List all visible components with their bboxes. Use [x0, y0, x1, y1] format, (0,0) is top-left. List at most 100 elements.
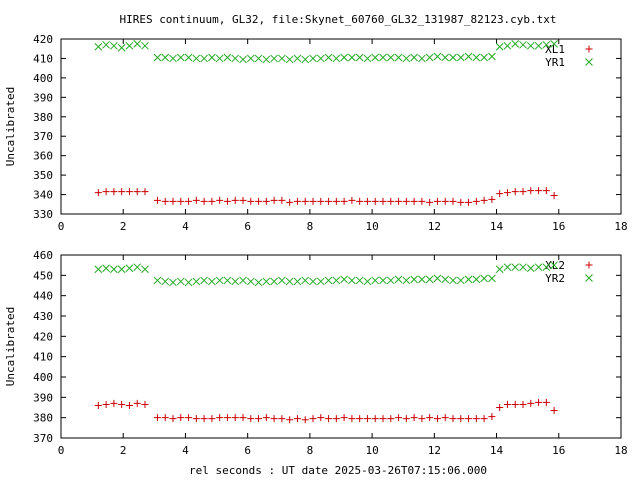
data-point — [254, 54, 263, 63]
data-point — [394, 53, 403, 62]
data-point — [550, 40, 558, 48]
x-tick-label: 4 — [182, 444, 189, 457]
data-point — [387, 197, 395, 205]
series-yr1 — [94, 40, 558, 64]
data-point — [426, 198, 434, 206]
plot-panels: 0 2 4 6 8 10 12 14 16 18 330 340 350 360 370 380 390 400 4… — [4, 33, 628, 457]
chart-title: HIRES continuum, GL32, file:Skynet_60760… — [119, 13, 556, 26]
data-point — [309, 54, 317, 63]
data-point — [433, 415, 441, 423]
data-point — [488, 195, 496, 203]
data-point — [395, 414, 403, 422]
data-point — [534, 263, 543, 272]
legend-label: XL1 — [545, 43, 565, 56]
data-point — [125, 401, 133, 409]
data-point — [133, 263, 142, 272]
y-axis-label: Uncalibrated — [4, 87, 17, 166]
data-point — [117, 265, 126, 274]
data-point — [542, 187, 550, 195]
data-point — [286, 416, 294, 424]
data-point — [356, 415, 364, 423]
data-point — [278, 54, 286, 63]
data-point — [293, 197, 301, 205]
data-point — [519, 188, 527, 196]
data-point — [355, 276, 364, 285]
data-point — [301, 197, 309, 205]
y-tick-label: 340 — [33, 189, 53, 202]
data-point — [278, 276, 286, 285]
data-point — [286, 198, 294, 206]
data-point — [433, 52, 442, 61]
data-point — [325, 197, 333, 205]
data-point — [503, 400, 511, 408]
y-tick-label: 390 — [33, 91, 53, 104]
y-tick-label: 420 — [33, 330, 53, 343]
data-point — [395, 197, 403, 205]
data-point — [293, 54, 302, 63]
data-point — [550, 192, 558, 200]
x-tick-label: 18 — [614, 444, 627, 457]
data-point — [223, 197, 231, 205]
data-point — [262, 277, 271, 286]
data-point — [177, 414, 185, 422]
x-tick-label: 16 — [552, 444, 565, 457]
data-point — [550, 407, 558, 415]
data-point — [185, 414, 193, 422]
data-point — [239, 414, 247, 422]
data-point — [542, 40, 551, 49]
data-point — [239, 196, 247, 204]
data-point — [270, 277, 278, 286]
data-point — [534, 41, 543, 50]
data-point — [161, 414, 169, 422]
y-tick-label: 360 — [33, 150, 53, 163]
x-tick-label: 8 — [307, 220, 314, 233]
x-tick-label: 0 — [58, 220, 65, 233]
x-tick-label: 2 — [120, 220, 127, 233]
data-point — [231, 277, 240, 286]
data-point — [255, 197, 263, 205]
data-point — [371, 276, 380, 285]
x-tick-label: 8 — [307, 444, 314, 457]
data-point — [363, 197, 371, 205]
data-point — [356, 197, 364, 205]
data-point — [177, 197, 185, 205]
data-point — [231, 414, 239, 422]
data-point — [192, 277, 201, 286]
data-point — [472, 53, 481, 62]
data-point — [169, 197, 177, 205]
data-point — [324, 276, 333, 285]
data-point — [503, 189, 511, 197]
data-point — [465, 415, 473, 423]
x-tick-label: 14 — [490, 444, 504, 457]
x-tick-label: 18 — [614, 220, 627, 233]
data-point — [185, 197, 193, 205]
data-point — [270, 54, 278, 63]
y-tick-label: 380 — [33, 412, 53, 425]
data-point — [348, 415, 356, 423]
panel-2: 0 2 4 6 8 10 12 14 16 18 370 380 390 400 410 420 430 440 4… — [4, 249, 628, 457]
y-tick-label: 390 — [33, 391, 53, 404]
data-point — [433, 197, 441, 205]
data-point — [153, 276, 162, 285]
data-point — [511, 188, 519, 196]
data-point — [200, 54, 208, 63]
data-point — [176, 277, 185, 286]
data-point — [496, 190, 504, 198]
y-axis-label: Uncalibrated — [4, 307, 17, 386]
data-point — [503, 41, 512, 50]
data-point — [402, 276, 411, 285]
data-point — [208, 197, 216, 205]
data-point — [363, 277, 372, 286]
y-tick-label: 330 — [33, 208, 53, 221]
y-tick-label: 430 — [33, 310, 53, 323]
data-point — [379, 197, 387, 205]
data-point — [246, 54, 255, 63]
y-tick-label: 400 — [33, 72, 53, 85]
data-point — [161, 277, 170, 286]
panel-1: 0 2 4 6 8 10 12 14 16 18 330 340 350 360 370 380 390 400 4… — [4, 33, 628, 233]
data-point — [363, 54, 372, 63]
data-point — [371, 197, 379, 205]
data-point — [223, 53, 232, 62]
y-tick-label: 370 — [33, 432, 53, 445]
data-point — [208, 53, 216, 62]
